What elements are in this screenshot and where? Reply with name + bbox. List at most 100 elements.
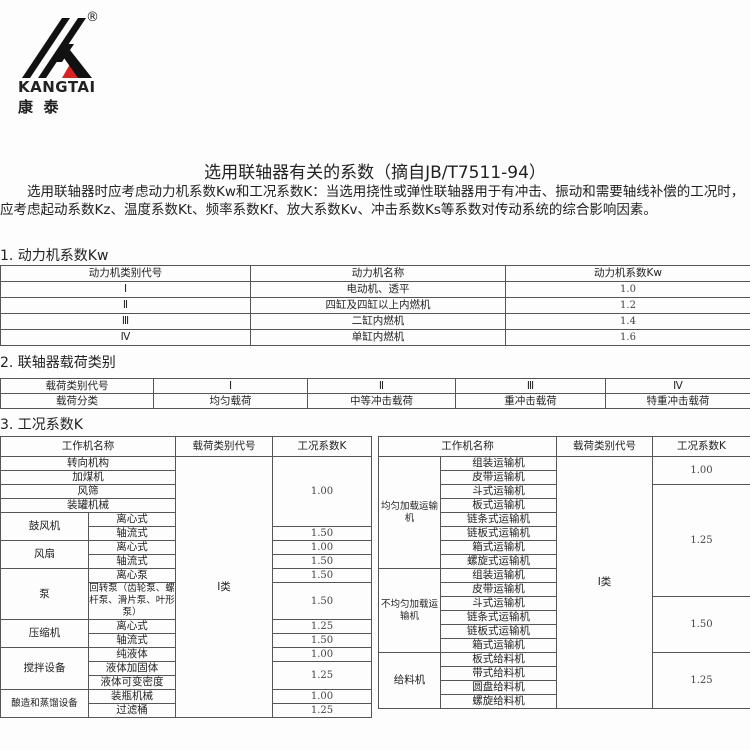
header-row: 动力机类别代号 动力机名称 动力机系数Kw — [0, 265, 750, 282]
table-row: 轴流式 1.50 — [1, 526, 372, 541]
working-condition-table-right: 工作机名称 载荷类别代号 工况系数K 均匀加载运输机 组装运输机 Ⅰ类 1.00 皮带运输机斗… — [378, 436, 750, 709]
table-cell: 载荷分类 — [0, 393, 154, 409]
table-row: 轴流式 1.50 — [1, 554, 372, 569]
table-cell: 1.50 — [272, 582, 372, 620]
table-cell: 螺旋式运输机 — [440, 554, 557, 569]
table-cell: 箱式运输机 — [440, 638, 557, 653]
table-cell: 组装运输机 — [440, 568, 557, 583]
table-row: 转向机构 Ⅰ类 1.00 — [0, 456, 372, 718]
table-cell: Ⅱ — [0, 297, 251, 314]
table-cell: 轴流式 — [88, 526, 176, 541]
table-cell: 压缩机 — [0, 619, 89, 648]
table-cell: 1.50 — [272, 633, 372, 648]
table-cell: 加煤机 — [0, 470, 176, 485]
table-cell: 链条式运输机 — [440, 512, 557, 527]
table-cell: 1.2 — [505, 297, 750, 314]
table-cell: 特重冲击载荷 — [605, 393, 750, 409]
column-header: 载荷类别代号 — [556, 436, 653, 457]
table-cell: 过滤桶 — [88, 703, 176, 718]
column-header: 载荷类别代号 — [175, 436, 273, 457]
table-cell: 组装运输机 — [440, 456, 557, 471]
table-cell: 1.50 — [272, 554, 372, 569]
section-2-heading: 2. 联轴器载荷类别 — [0, 355, 116, 371]
column-header: 工况系数K — [652, 436, 750, 457]
table-cell: 1.00 — [652, 456, 750, 485]
table-cell: 载荷类别代号 — [0, 378, 154, 394]
table-row: 过滤桶 1.25 — [1, 703, 372, 718]
column-header: 工况系数K — [272, 436, 372, 457]
page-title: 选用联轴器有关的系数（摘自JB/T7511-94） — [204, 163, 546, 183]
table-cell: 链条式运输机 — [440, 610, 557, 625]
table-cell: 1.0 — [505, 281, 750, 298]
table-cell: 离心式 — [88, 512, 176, 527]
brand-chinese: 康 泰 — [18, 98, 59, 116]
table-cell: 轴流式 — [88, 554, 176, 569]
header-row: 工作机名称 载荷类别代号 工况系数K — [378, 436, 750, 457]
table-row: 搅拌设备 纯液体 1.00 — [0, 647, 372, 690]
table-row: 载荷分类 均匀载荷 中等冲击载荷 重冲击载荷 特重冲击载荷 — [0, 393, 750, 409]
table-cell: 1.25 — [652, 484, 750, 597]
table-cell: 泵 — [0, 568, 89, 620]
table-cell: 鼓风机 — [0, 512, 89, 541]
table-cell: 不均匀加载运输机 — [378, 568, 441, 653]
table-cell: 回转泵（齿轮泵、螺杆泵、滑片泵、叶形泵） — [88, 582, 176, 620]
table-cell: 装瓶机械 — [88, 689, 176, 704]
table-cell: 中等冲击载荷 — [307, 393, 456, 409]
table-cell: 螺旋给料机 — [440, 694, 557, 709]
working-condition-table-left: 工作机名称 载荷类别代号 工况系数K 转向机构 Ⅰ类 1.00 加煤机 风筛 装罐机械 鼓风机 离心… — [0, 436, 372, 718]
table-cell: 1.50 — [272, 568, 372, 583]
table-cell: 风扇 — [0, 540, 89, 569]
table-row: 压缩机 离心式 1.25 — [0, 619, 372, 648]
table-cell: 给料机 — [378, 652, 441, 709]
table-cell: 1.00 — [272, 456, 372, 527]
table-row: Ⅱ 四缸及四缸以上内燃机 1.2 — [0, 297, 750, 314]
table-cell: Ⅱ — [307, 378, 456, 394]
intro-paragraph: 选用联轴器时应考虑动力机系数Kw和工况系数K：当选用挠性或弹性联轴器用于有冲击、… — [0, 184, 745, 218]
table-cell: 1.25 — [272, 703, 372, 718]
table-cell: 链板式运输机 — [440, 526, 557, 541]
table-cell: 1.4 — [505, 313, 750, 330]
registered-mark: ® — [86, 10, 99, 25]
table-cell: 带式给料机 — [440, 666, 557, 681]
table-cell: 电动机、透平 — [250, 281, 506, 298]
table-cell: 皮带运输机 — [440, 470, 557, 485]
table-cell: 单缸内燃机 — [250, 329, 506, 346]
table-row: 螺旋给料机 — [379, 694, 750, 709]
table-cell: Ⅳ — [0, 329, 251, 346]
table-row: Ⅲ 二缸内燃机 1.4 — [0, 313, 750, 330]
table-cell: 斗式运输机 — [440, 484, 557, 499]
table-cell: Ⅰ类 — [175, 456, 273, 718]
table-cell: 轴流式 — [88, 633, 176, 648]
table-cell: 离心式 — [88, 619, 176, 634]
table-cell: 箱式运输机 — [440, 540, 557, 555]
table-cell: 1.25 — [652, 652, 750, 709]
logo-mark-icon — [22, 18, 92, 78]
table-cell: 1.6 — [505, 329, 750, 346]
table-row: 斗式运输机 1.50 — [379, 596, 750, 653]
table-cell: 圆盘给料机 — [440, 680, 557, 695]
table-row: 回转泵（齿轮泵、螺杆泵、滑片泵、叶形泵） 1.50 — [1, 582, 372, 620]
load-category-table: 载荷类别代号 Ⅰ Ⅱ Ⅲ Ⅳ 载荷分类 均匀载荷 中等冲击载荷 重冲击载荷 特重冲击载荷 — [0, 378, 750, 409]
motor-coefficient-table: 动力机类别代号 动力机名称 动力机系数Kw Ⅰ 电动机、透平 1.0 Ⅱ 四缸及四缸以上内燃机… — [0, 265, 750, 346]
table-row: 轴流式 1.50 — [1, 633, 372, 648]
table-cell: 板式运输机 — [440, 498, 557, 513]
table-cell: 均匀载荷 — [153, 393, 308, 409]
table-cell: 装罐机械 — [0, 498, 176, 513]
table-cell: 1.50 — [272, 526, 372, 541]
table-cell: Ⅰ类 — [556, 456, 653, 709]
column-header: 动力机系数Kw — [505, 265, 750, 282]
brand-name: KANGTAI — [18, 78, 96, 96]
column-header: 动力机类别代号 — [0, 265, 251, 282]
table-cell: Ⅲ — [0, 313, 251, 330]
table-cell: 离心式 — [88, 540, 176, 555]
table-row: 载荷类别代号 Ⅰ Ⅱ Ⅲ Ⅳ — [0, 378, 750, 394]
section-1-heading: 1. 动力机系数Kw — [0, 248, 109, 264]
table-cell: 斗式运输机 — [440, 596, 557, 611]
table-cell: 酿造和蒸馏设备 — [0, 689, 89, 718]
table-cell: 1.00 — [272, 689, 372, 704]
header-row: 工作机名称 载荷类别代号 工况系数K — [0, 436, 372, 457]
table-cell: Ⅰ — [153, 378, 308, 394]
table-row: Ⅰ 电动机、透平 1.0 — [0, 281, 750, 298]
table-cell: 均匀加载运输机 — [378, 456, 441, 569]
column-header: 工作机名称 — [0, 436, 176, 457]
